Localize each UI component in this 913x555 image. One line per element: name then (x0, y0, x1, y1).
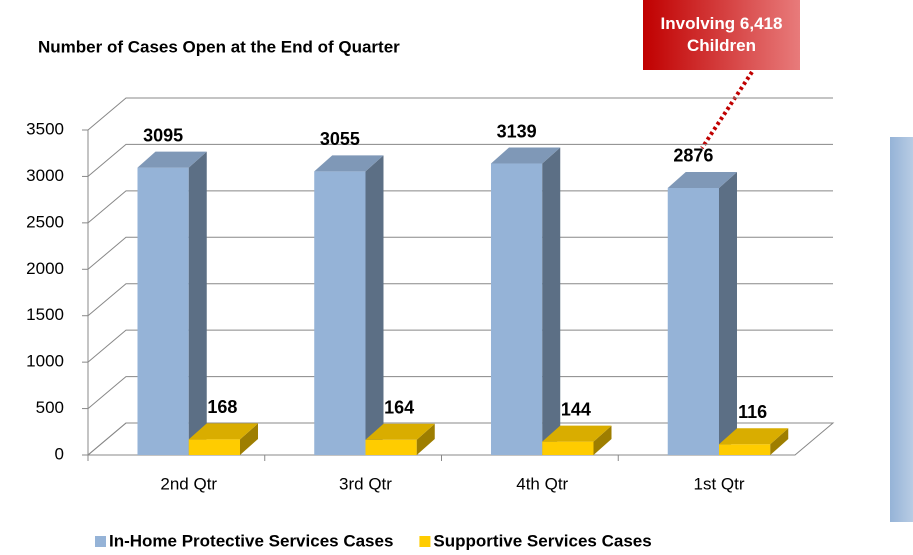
bar-side (718, 171, 737, 455)
data-label: 2876 (673, 146, 713, 166)
bar-top (667, 171, 737, 188)
bar (542, 425, 612, 455)
annotation: Involving 6,418 Children (660, 14, 783, 55)
bar (718, 428, 789, 455)
plot: 0 500 1000 1500 2000 2500 3000 3500 2nd Qtr 3095 1… (26, 97, 835, 550)
y-tick-label: 2000 (26, 259, 64, 278)
y-tick-label: 2500 (26, 212, 64, 231)
bar (188, 423, 259, 455)
bar-top (365, 423, 435, 440)
grid-line (87, 97, 833, 131)
bar (667, 171, 737, 455)
bar-side (542, 147, 561, 455)
y-tick-label: 0 (55, 444, 64, 463)
legend-label: In-Home Protective Services Cases (109, 531, 393, 550)
bar (314, 155, 384, 456)
grid-line (87, 190, 833, 224)
bar-front (188, 439, 241, 455)
bar-top (188, 423, 259, 440)
data-label: 168 (207, 397, 237, 417)
bar-top (314, 155, 384, 172)
bar (490, 147, 561, 455)
x-tick-label: 1st Qtr (693, 474, 744, 493)
bar-front (718, 444, 771, 455)
annotation-box (643, 0, 800, 70)
data-label: 3055 (320, 129, 360, 149)
bar-front (137, 167, 189, 455)
x-tick-label: 3rd Qtr (339, 474, 392, 493)
chart-title: Number of Cases Open at the End of Quart… (38, 37, 400, 56)
grid-line (87, 143, 833, 177)
bar-top (718, 428, 789, 445)
grid-line (87, 236, 833, 270)
grid-line (87, 376, 833, 409)
bar-front (542, 441, 594, 455)
bar-front (314, 171, 366, 456)
bar-top (490, 147, 561, 164)
grid-line (87, 329, 833, 363)
bar-side (240, 423, 259, 455)
y-tick-label: 3500 (26, 119, 64, 138)
bar (365, 423, 435, 455)
legend-swatch (419, 536, 431, 547)
side-panel (890, 137, 913, 522)
data-label: 164 (384, 398, 414, 418)
data-label: 144 (561, 399, 591, 419)
data-label: 3139 (497, 121, 537, 141)
bar (137, 151, 207, 455)
y-tick-label: 1500 (26, 305, 64, 324)
bar-side (365, 155, 384, 456)
legend-swatch (95, 536, 106, 547)
x-tick-label: 2nd Qtr (160, 474, 217, 493)
y-tick-label: 3000 (26, 166, 64, 185)
annotation-holder: Involving 6,418 Children (660, 14, 783, 55)
bar-top (137, 151, 207, 168)
grid-line (87, 283, 833, 317)
legend-label: Supportive Services Cases (433, 531, 651, 550)
bar-side (188, 151, 207, 455)
y-tick-label: 1000 (26, 352, 64, 371)
bar-front (365, 439, 417, 455)
bar-side (593, 425, 612, 455)
bar-front (667, 187, 719, 455)
bar-top (542, 425, 612, 442)
grid-line (87, 422, 833, 456)
bar-side (770, 428, 789, 455)
bar-front (490, 163, 543, 455)
data-label: 3095 (143, 125, 183, 145)
y-tick-label: 500 (36, 398, 64, 417)
bar-side (416, 423, 435, 455)
annotation-pointer (700, 70, 754, 150)
x-tick-label: 4th Qtr (516, 474, 568, 493)
data-label: 116 (738, 402, 767, 422)
